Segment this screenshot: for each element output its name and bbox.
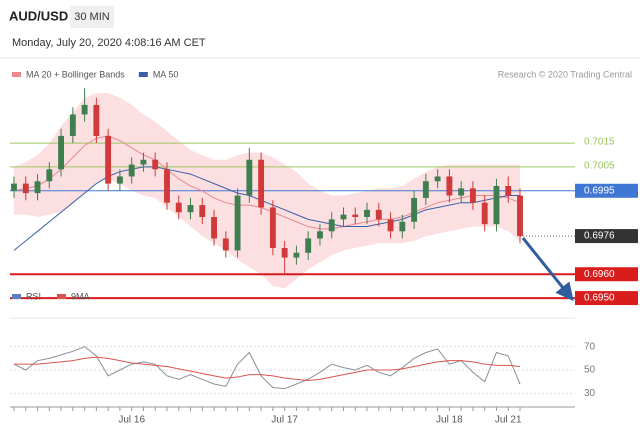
candle-body <box>305 238 312 253</box>
level-label: 0.6950 <box>584 293 615 304</box>
candle-body <box>469 188 476 203</box>
candle-body <box>269 207 276 248</box>
candle-body <box>434 176 441 182</box>
candle-body <box>293 252 300 258</box>
candle-body <box>116 176 123 184</box>
candle-body <box>11 183 17 191</box>
candle-body <box>422 181 429 198</box>
legend-swatch <box>12 72 21 77</box>
level-label: 0.7015 <box>584 137 615 148</box>
candle-body <box>411 197 418 222</box>
indicator-line <box>13 346 521 390</box>
candle-body <box>93 104 100 136</box>
level-label: 0.6976 <box>584 231 615 242</box>
candle-body <box>517 195 523 237</box>
indicator-line <box>14 356 521 382</box>
level-label: 0.7005 <box>584 161 615 172</box>
level-label: 0.6995 <box>584 185 615 196</box>
legend-label: RSI <box>26 291 41 301</box>
symbol: AUD/USD <box>9 8 68 23</box>
candle-body <box>281 248 288 258</box>
moving-average <box>13 166 520 251</box>
y-tick-label: 50 <box>584 365 596 376</box>
legend-label: 9MA <box>71 291 90 301</box>
candle-body <box>222 238 229 251</box>
interval: 30 MIN <box>74 11 110 23</box>
candle-body <box>199 205 206 217</box>
x-tick-label: Jul 18 <box>436 415 463 426</box>
candle-body <box>175 202 182 213</box>
candle-body <box>46 169 53 182</box>
y-tick-label: 30 <box>584 388 596 399</box>
level-box <box>575 267 638 282</box>
level-box <box>575 183 638 198</box>
candle-body <box>399 221 406 232</box>
interval-box <box>70 6 114 28</box>
candle-body <box>387 219 394 232</box>
level-label: 0.6960 <box>584 269 615 280</box>
legend-swatch <box>138 72 148 77</box>
candle-body <box>140 159 147 165</box>
x-tick-label: Jul 21 <box>495 415 522 426</box>
candle-body <box>128 164 135 177</box>
candle-body <box>375 209 382 220</box>
legend-label: MA 20 + Bollinger Bands <box>26 69 125 79</box>
candle-body <box>211 217 217 239</box>
candle-body <box>58 135 65 170</box>
y-tick-label: 70 <box>584 341 596 352</box>
candle-body <box>105 135 112 184</box>
candle-body <box>328 219 335 232</box>
level-box <box>575 229 638 244</box>
copyright: Research © 2020 Trading Central <box>498 69 632 79</box>
candle-body <box>22 183 29 194</box>
legend-swatch <box>57 294 67 299</box>
candle-body <box>152 159 159 170</box>
candle-body <box>164 169 170 203</box>
candle-body <box>234 195 241 251</box>
candle-body <box>246 159 253 196</box>
candle-body <box>352 214 359 217</box>
candle-body <box>187 205 194 213</box>
candle-body <box>505 186 512 196</box>
candle-body <box>69 114 76 136</box>
candle-body <box>258 159 265 208</box>
candle-body <box>34 181 41 194</box>
level-box <box>575 291 638 306</box>
candle-body <box>364 209 370 217</box>
candle-body <box>458 188 465 196</box>
legend-swatch <box>12 294 21 299</box>
legend-label: MA 50 <box>153 69 179 79</box>
x-tick-label: Jul 16 <box>118 415 145 426</box>
candle-body <box>481 202 488 225</box>
forecast-arrow <box>521 237 574 302</box>
candle-body <box>81 104 88 115</box>
x-tick-label: Jul 17 <box>271 415 298 426</box>
candle-body <box>493 186 500 225</box>
timestamp: Monday, July 20, 2020 4:08:16 AM CET <box>12 37 206 49</box>
moving-average <box>13 135 521 230</box>
candle-body <box>317 231 323 239</box>
candle-body <box>446 176 453 196</box>
candle-body <box>340 214 347 220</box>
